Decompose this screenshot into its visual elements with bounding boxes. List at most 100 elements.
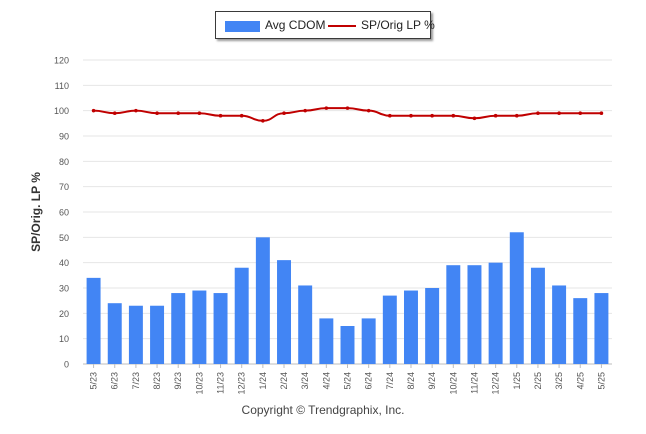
cdom-bars xyxy=(86,232,609,364)
bar xyxy=(319,318,334,364)
bar xyxy=(509,232,524,364)
x-tick-label: 5/23 xyxy=(89,372,99,390)
line-point xyxy=(239,113,244,118)
line-point xyxy=(261,119,265,123)
line-point xyxy=(451,113,456,118)
bar xyxy=(446,265,461,364)
line-point xyxy=(324,106,329,110)
x-tick-label: 12/23 xyxy=(237,372,247,395)
bar xyxy=(86,277,101,364)
bar xyxy=(382,295,397,364)
line-point xyxy=(197,111,202,115)
y-tick-label: 10 xyxy=(59,334,69,344)
y-tick-labels: 0 10 20 30 40 50 60 70 80 90 100 110 120 xyxy=(54,56,69,370)
y-tick-label: 40 xyxy=(59,258,69,268)
bar xyxy=(552,285,567,364)
bar xyxy=(277,260,292,364)
bar xyxy=(403,290,418,364)
x-tick-label: 6/23 xyxy=(110,372,120,390)
line-point xyxy=(91,108,96,113)
x-tick-label: 9/24 xyxy=(427,372,437,390)
x-tick-label: 1/25 xyxy=(512,372,522,390)
line-point xyxy=(430,113,434,118)
legend-label-bars: Avg CDOM xyxy=(265,18,326,32)
x-tick-label: 4/25 xyxy=(575,372,585,390)
y-tick-label: 50 xyxy=(59,233,69,243)
bar xyxy=(488,262,503,364)
x-tick-label: 7/23 xyxy=(131,372,141,390)
bar xyxy=(128,305,143,364)
bar xyxy=(150,305,165,364)
bar xyxy=(425,288,440,364)
line-point xyxy=(578,111,583,115)
x-tick-label: 7/24 xyxy=(385,372,395,390)
x-tick-label: 10/23 xyxy=(194,372,204,395)
y-tick-label: 120 xyxy=(54,56,69,66)
x-tick-label: 2/25 xyxy=(533,372,543,390)
x-tick-label: 10/24 xyxy=(448,372,458,395)
y-tick-label: 110 xyxy=(55,81,69,91)
line-point xyxy=(388,113,392,118)
x-tick-label: 9/23 xyxy=(173,372,183,390)
bar xyxy=(530,267,545,364)
line-point xyxy=(112,111,117,115)
y-tick-label: 90 xyxy=(59,132,69,142)
x-tick-labels: 5/23 6/23 7/23 8/23 9/23 10/23 11/23 12/23 1/24 2… xyxy=(89,364,606,395)
bar xyxy=(467,265,482,364)
line-point xyxy=(176,111,181,115)
line-point xyxy=(514,113,519,118)
x-tick-label: 12/24 xyxy=(491,372,501,395)
line-point xyxy=(536,111,540,115)
bar xyxy=(298,285,313,364)
line-point xyxy=(134,108,138,113)
x-tick-label: 11/24 xyxy=(469,372,479,394)
line-point xyxy=(155,111,159,115)
x-tick-label: 8/24 xyxy=(406,372,416,390)
legend-swatch-bars xyxy=(225,21,260,32)
x-tick-label: 3/24 xyxy=(300,372,310,390)
y-tick-label: 60 xyxy=(59,208,69,218)
line-point xyxy=(366,108,371,113)
legend: Avg CDOM SP/Orig LP % xyxy=(215,11,435,39)
bar xyxy=(107,303,122,364)
y-tick-label: 30 xyxy=(59,284,69,294)
line-point xyxy=(218,113,223,118)
bar xyxy=(171,293,186,364)
bar xyxy=(192,290,207,364)
gridlines xyxy=(83,59,612,365)
bar xyxy=(594,293,609,364)
y-tick-label: 20 xyxy=(59,309,69,319)
line-point xyxy=(282,111,286,115)
y-tick-label: 0 xyxy=(64,360,69,370)
x-tick-label: 3/25 xyxy=(554,372,564,390)
bar xyxy=(340,326,355,364)
line-point xyxy=(493,113,498,118)
y-tick-label: 100 xyxy=(54,106,69,116)
bar xyxy=(361,318,376,364)
x-tick-label: 4/24 xyxy=(321,372,331,390)
y-tick-label: 70 xyxy=(59,182,69,192)
y-axis-label: SP/Orig. LP % xyxy=(29,172,43,252)
bar xyxy=(234,267,249,364)
line-point xyxy=(303,108,307,113)
line-point xyxy=(345,106,350,110)
x-tick-label: 11/23 xyxy=(216,372,226,394)
line-point xyxy=(409,113,413,118)
series-line xyxy=(93,107,602,122)
bar xyxy=(213,293,228,364)
line-point xyxy=(472,116,477,121)
x-tick-label: 5/24 xyxy=(343,372,353,390)
bar xyxy=(573,298,588,364)
x-tick-label: 1/24 xyxy=(258,372,268,390)
x-tick-label: 2/24 xyxy=(279,372,289,390)
bar xyxy=(255,237,270,364)
legend-swatch-line xyxy=(328,25,356,27)
lp-line xyxy=(91,106,604,123)
x-tick-label: 8/23 xyxy=(152,372,162,390)
legend-label-line: SP/Orig LP % xyxy=(361,18,435,32)
copyright-text: Copyright © Trendgraphix, Inc. xyxy=(241,403,405,417)
line-point xyxy=(557,111,561,115)
line-point xyxy=(599,111,604,115)
x-tick-label: 5/25 xyxy=(596,372,606,390)
